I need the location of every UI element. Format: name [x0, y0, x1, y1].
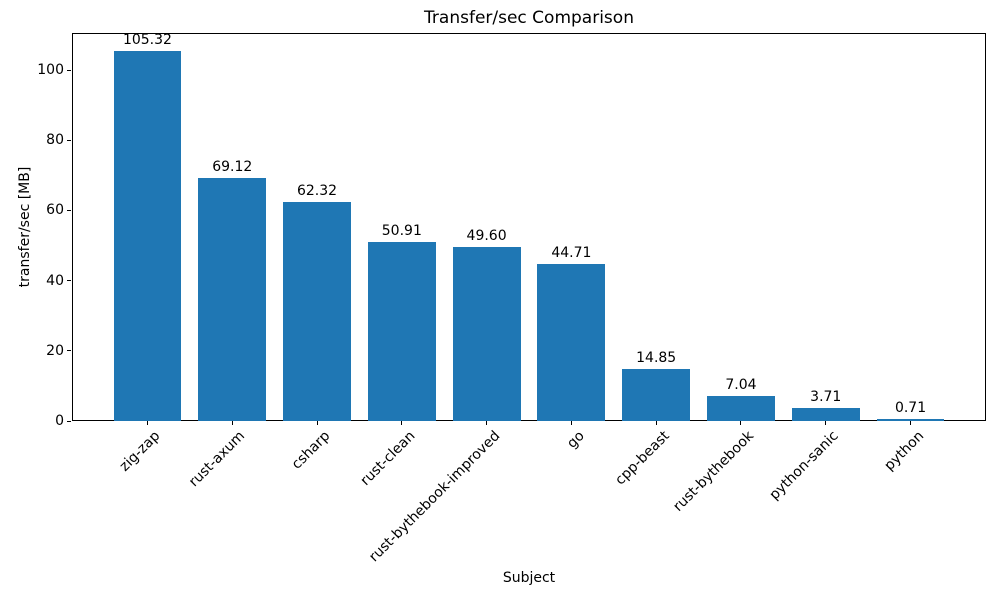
y-tick-label: 80 — [46, 132, 64, 149]
y-axis-label: transfer/sec [MB] — [17, 166, 33, 288]
x-tick — [316, 421, 318, 425]
y-tick — [67, 420, 71, 422]
bar-python — [876, 418, 945, 421]
bar-zig-zap — [113, 51, 182, 421]
bar-value-label: 49.60 — [466, 227, 507, 244]
y-tick-label: 60 — [46, 202, 64, 219]
x-tick — [146, 421, 148, 425]
y-tick-label: 40 — [46, 272, 64, 289]
bar-python-sanic — [791, 407, 860, 421]
bar-value-label: 62.32 — [296, 183, 338, 200]
bar-value-label: 3.71 — [810, 388, 842, 405]
x-tick-label: cpp-beast — [612, 428, 673, 489]
x-tick-label: python-sanic — [766, 428, 843, 504]
x-tick — [570, 421, 572, 425]
bar-csharp — [283, 202, 351, 421]
y-tick — [67, 209, 71, 211]
y-tick-label: 100 — [37, 62, 64, 79]
x-tick — [231, 421, 233, 425]
y-tick — [67, 69, 71, 71]
y-tick — [67, 280, 71, 282]
bar-value-label: 14.85 — [636, 349, 677, 366]
bar-rust-bythebook — [707, 396, 775, 421]
y-tick-label: 20 — [46, 342, 64, 359]
bar-value-label: 7.04 — [725, 377, 757, 394]
x-tick-label: csharp — [288, 428, 334, 473]
x-tick — [401, 421, 403, 425]
bar-value-label: 69.12 — [212, 159, 253, 176]
x-tick-label: rust-clean — [357, 428, 419, 489]
bar-rust-bythebook-improved — [452, 246, 521, 421]
chart-title: Transfer/sec Comparison — [424, 8, 634, 28]
x-tick — [825, 421, 827, 425]
bar-rust-axum — [198, 178, 267, 421]
x-tick — [740, 421, 742, 425]
x-tick-label: python — [880, 428, 927, 474]
bar-rust-clean — [367, 242, 436, 421]
x-tick — [910, 421, 912, 425]
x-tick-label: zig-zap — [117, 428, 164, 475]
bar-go — [537, 264, 606, 421]
bar-cpp-beast — [622, 368, 691, 421]
x-tick-label: rust-bythebook — [670, 428, 758, 515]
bar-value-label: 0.71 — [894, 399, 927, 416]
x-tick-label: go — [564, 428, 588, 452]
bar-value-label: 50.91 — [381, 223, 422, 240]
y-tick-label: 0 — [55, 413, 64, 429]
x-axis-label: Subject — [502, 570, 556, 586]
x-tick-label: rust-axum — [186, 428, 249, 491]
x-tick — [486, 421, 488, 425]
y-tick — [67, 139, 71, 141]
plot-area — [72, 33, 986, 421]
y-tick — [67, 350, 71, 352]
x-tick — [655, 421, 657, 425]
bar-value-label: 44.71 — [551, 245, 592, 262]
bar-value-label: 105.32 — [122, 32, 172, 49]
